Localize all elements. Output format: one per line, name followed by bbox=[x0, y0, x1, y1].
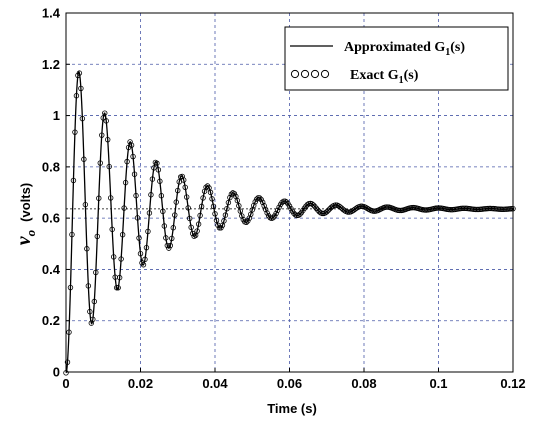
legend-item-exact: Exact G1(s) bbox=[350, 68, 419, 86]
exact-data-point bbox=[273, 210, 279, 217]
x-tick-label: 0.1 bbox=[429, 376, 447, 391]
legend-approx-suffix: (s) bbox=[450, 40, 465, 55]
exact-data-point bbox=[258, 196, 264, 203]
exact-data-point bbox=[228, 191, 235, 197]
legend-item-approximated: Approximated G1(s) bbox=[344, 40, 465, 58]
exact-data-point bbox=[243, 219, 249, 225]
exact-data-point bbox=[127, 139, 133, 145]
approximated-series-line bbox=[65, 71, 514, 374]
exact-data-point bbox=[325, 207, 331, 214]
legend-marker-swatch bbox=[290, 69, 330, 79]
legend-marker-circle bbox=[290, 69, 300, 79]
y-tick-label: 0.6 bbox=[42, 211, 60, 226]
legend-exact-suffix: (s) bbox=[404, 68, 419, 83]
legend-exact-name: Exact G bbox=[350, 68, 399, 83]
exact-data-point bbox=[310, 202, 317, 208]
x-tick-label: 0.04 bbox=[202, 376, 228, 391]
y-tick-label: 1 bbox=[53, 108, 60, 123]
exact-data-point bbox=[262, 206, 269, 213]
legend-marker-circle bbox=[310, 69, 320, 79]
exact-data-point bbox=[327, 206, 333, 212]
exact-data-point bbox=[140, 262, 147, 268]
x-tick-label: 0.12 bbox=[500, 376, 525, 391]
y-axis-label: vo (volts) bbox=[13, 183, 38, 245]
y-tick-label: 0 bbox=[53, 365, 60, 380]
y-tick-label: 0.4 bbox=[42, 262, 61, 277]
exact-data-point bbox=[297, 211, 303, 217]
legend-marker-circle bbox=[320, 69, 330, 79]
exact-series-markers bbox=[63, 70, 516, 376]
legend-approx-subscript: 1 bbox=[445, 47, 450, 58]
x-tick-label: 0.06 bbox=[277, 376, 302, 391]
exact-data-point bbox=[234, 197, 241, 204]
exact-data-point bbox=[259, 199, 266, 205]
exact-data-point bbox=[324, 209, 330, 215]
legend: Approximated G1(s) Exact G1(s) bbox=[284, 26, 509, 91]
exact-data-point bbox=[227, 194, 233, 201]
exact-data-point bbox=[315, 207, 321, 213]
ticks-layer: 0 0.02 0.04 0.06 0.08 0.1 0.12 0 0.2 0.4 0.6 0.8 1 1.… bbox=[42, 6, 526, 392]
exact-data-point bbox=[245, 218, 251, 224]
y-tick-label: 0.8 bbox=[42, 159, 60, 174]
legend-approx-name: Approximated G bbox=[344, 40, 445, 55]
y-tick-label: 0.2 bbox=[42, 313, 60, 328]
y-tick-label: 1.2 bbox=[42, 57, 60, 72]
exact-data-point bbox=[316, 208, 322, 215]
x-tick-label: 0.08 bbox=[351, 376, 376, 391]
legend-box bbox=[284, 26, 509, 91]
y-axis-label-subscript: o bbox=[23, 229, 38, 236]
exact-data-point bbox=[252, 199, 258, 205]
y-axis-label-symbol: v bbox=[13, 235, 35, 245]
x-tick-label: 0 bbox=[62, 376, 69, 391]
exact-data-point bbox=[274, 207, 281, 214]
legend-marker-circle bbox=[300, 69, 310, 79]
x-axis-label: Time (s) bbox=[267, 401, 317, 416]
exact-data-point bbox=[102, 110, 108, 116]
exact-data-point bbox=[286, 203, 293, 209]
exact-data-point bbox=[283, 199, 290, 205]
legend-exact-subscript: 1 bbox=[399, 75, 404, 86]
y-tick-label: 1.4 bbox=[42, 6, 61, 21]
x-tick-label: 0.02 bbox=[128, 376, 153, 391]
y-axis-label-unit: (volts) bbox=[18, 183, 33, 222]
exact-data-point bbox=[276, 204, 282, 210]
exact-data-point bbox=[264, 210, 270, 216]
